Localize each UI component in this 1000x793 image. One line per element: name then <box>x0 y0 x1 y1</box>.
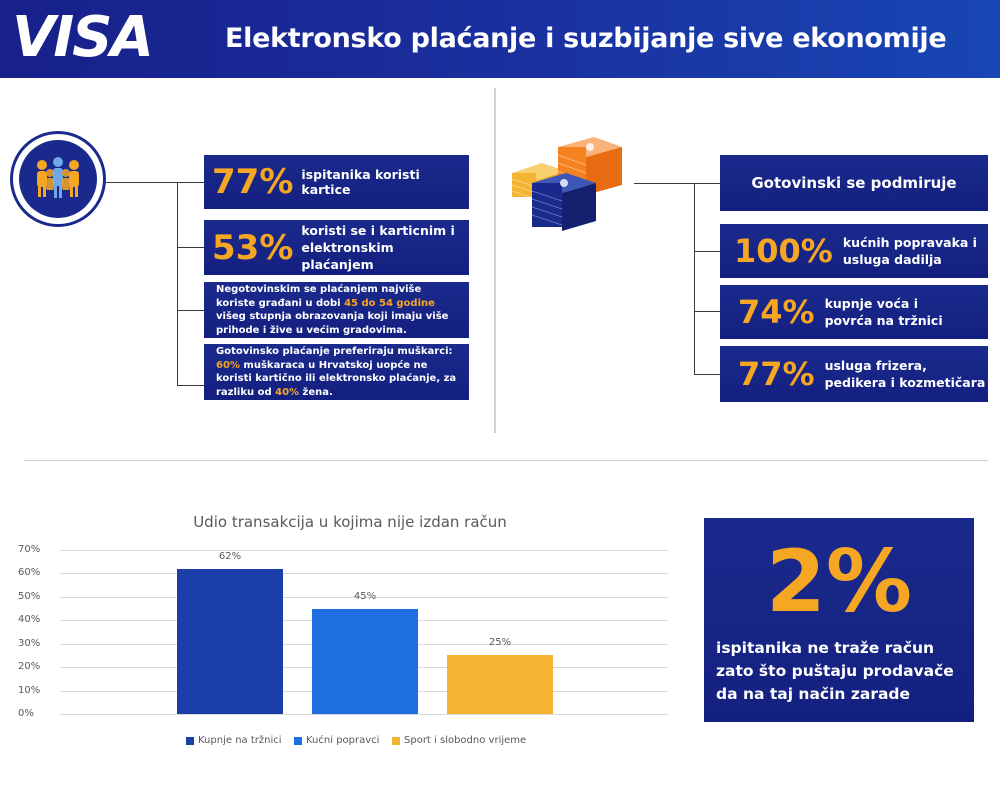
legend-swatch <box>294 736 302 745</box>
stat-label-line: kupnje voća i <box>824 296 918 311</box>
legend-item: Kućni popravci <box>294 735 379 746</box>
stat-label: kućnih popravaka i usluga dadilja <box>843 234 977 268</box>
note-box-gender: Gotovinsko plaćanje preferiraju muškarci… <box>204 344 469 400</box>
note-text: Gotovinsko plaćanje preferiraju muškarci… <box>204 341 469 403</box>
connector-line <box>634 183 720 184</box>
stat-label: ispitanika koristi kartice <box>301 167 420 197</box>
y-tick-label: 20% <box>18 661 41 673</box>
y-tick-label: 60% <box>18 567 41 579</box>
connector-line <box>177 247 204 248</box>
legend-swatch <box>186 736 194 745</box>
connector-line <box>694 183 695 374</box>
connector-line <box>177 385 204 386</box>
note-highlight: 40% <box>275 386 300 398</box>
stat-box-cards: 77% ispitanika koristi kartice <box>204 155 469 209</box>
note-box-age: Negotovinskim se plaćanjem najviše koris… <box>204 282 469 338</box>
header-banner: VISA Elektronsko plaćanje i suzbijanje s… <box>0 0 1000 78</box>
legend-swatch <box>392 736 400 745</box>
stat-value: 74% <box>738 293 815 331</box>
connector-line <box>177 182 178 385</box>
people-icon <box>10 131 106 227</box>
chart-title: Udio transakcija u kojima nije izdan rač… <box>193 513 507 531</box>
note-text: Negotovinskim se plaćanjem najviše koris… <box>204 279 469 341</box>
connector-line <box>106 182 204 183</box>
horizontal-divider <box>24 460 988 461</box>
grid-line <box>60 596 668 598</box>
legend-label: Kućni popravci <box>306 735 380 746</box>
callout-box: 2% ispitanika ne traže račun zato što pu… <box>704 518 974 722</box>
legend-item: Kupnje na tržnici <box>186 735 282 746</box>
cash-header-box: Gotovinski se podmiruje <box>720 155 988 211</box>
note-part: Gotovinsko plaćanje preferiraju muškarci… <box>216 346 453 357</box>
bar <box>177 568 283 714</box>
callout-value: 2% <box>765 532 912 632</box>
connector-line <box>694 374 720 375</box>
cash-item-repairs: 100% kućnih popravaka i usluga dadilja <box>720 224 988 278</box>
money-stacks-icon <box>508 135 626 235</box>
legend-label: Kupnje na tržnici <box>198 735 282 746</box>
note-part: muškaraca u Hrvatskoj uopće ne koristi k… <box>216 359 457 398</box>
stat-value: 100% <box>734 232 833 270</box>
y-tick-label: 0% <box>18 708 34 719</box>
bar-value-label: 25% <box>488 637 512 649</box>
stat-label-line: pedikera i kozmetičara <box>824 375 986 390</box>
stat-label-line: elektronskim plaćanjem <box>301 240 394 272</box>
cash-header-label: Gotovinski se podmiruje <box>751 174 957 192</box>
note-part: žena. <box>302 386 333 398</box>
y-tick-label: 30% <box>18 637 41 649</box>
stat-box-electronic: 53% koristi se i karticnim i elektronski… <box>204 220 469 275</box>
page-title: Elektronsko plaćanje i suzbijanje sive e… <box>225 23 947 54</box>
note-part: višeg stupnja obrazovanja koji imaju viš… <box>216 311 449 336</box>
grid-line <box>60 573 668 575</box>
grid-line <box>60 550 668 551</box>
cash-item-beauty: 77% usluga frizera, pedikera i kozmetiča… <box>720 346 988 402</box>
stat-label: kupnje voća i povrća na tržnici <box>825 295 943 329</box>
stat-label: koristi se i karticnim i elektronskim pl… <box>301 222 469 273</box>
stat-label: usluga frizera, pedikera i kozmetičara <box>825 357 986 391</box>
connector-line <box>694 251 720 252</box>
stat-label-line: koristi se i karticnim i <box>301 223 455 238</box>
stat-value: 53% <box>212 227 294 268</box>
callout-text: ispitanika ne traže račun zato što pušta… <box>716 639 954 703</box>
note-highlight: 60% <box>216 359 240 371</box>
connector-line <box>177 310 204 311</box>
cash-item-market: 74% kupnje voća i povrća na tržnici <box>720 285 988 339</box>
y-tick-label: 70% <box>18 544 41 555</box>
connector-line <box>694 311 720 312</box>
grid-line <box>60 714 668 715</box>
bar-value-label: 45% <box>353 590 377 602</box>
bar <box>447 655 553 714</box>
y-tick-label: 10% <box>18 684 41 696</box>
y-tick-label: 50% <box>18 590 41 602</box>
stat-label-line: povrća na tržnici <box>824 313 943 328</box>
legend-label: Sport i slobodno vrijeme <box>404 735 527 746</box>
stat-label-line: kućnih popravaka i <box>842 235 977 250</box>
legend-item: Sport i slobodno vrijeme <box>392 735 526 746</box>
visa-logo: VISA <box>12 5 154 70</box>
stat-label-line: usluga frizera, <box>824 358 927 373</box>
vertical-divider <box>494 88 496 433</box>
stat-value: 77% <box>738 355 815 393</box>
bar <box>312 608 418 714</box>
note-part: Negotovinskim se plaćanjem najviše koris… <box>216 284 422 309</box>
stat-label-line: usluga dadilja <box>842 252 942 267</box>
stat-value: 77% <box>212 162 294 202</box>
y-tick-label: 40% <box>18 614 41 626</box>
note-highlight: 45 do 54 godine <box>344 297 435 309</box>
bar-value-label: 62% <box>218 550 242 562</box>
